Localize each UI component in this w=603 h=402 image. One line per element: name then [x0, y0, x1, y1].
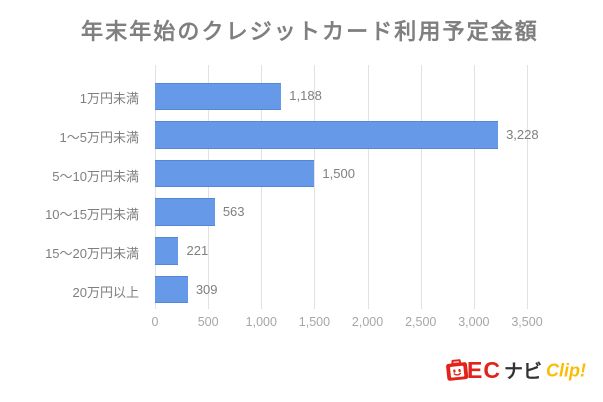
svg-text:EC: EC — [467, 357, 501, 383]
svg-text:Clip!: Clip! — [546, 361, 586, 381]
svg-text:ナビ: ナビ — [504, 361, 542, 383]
